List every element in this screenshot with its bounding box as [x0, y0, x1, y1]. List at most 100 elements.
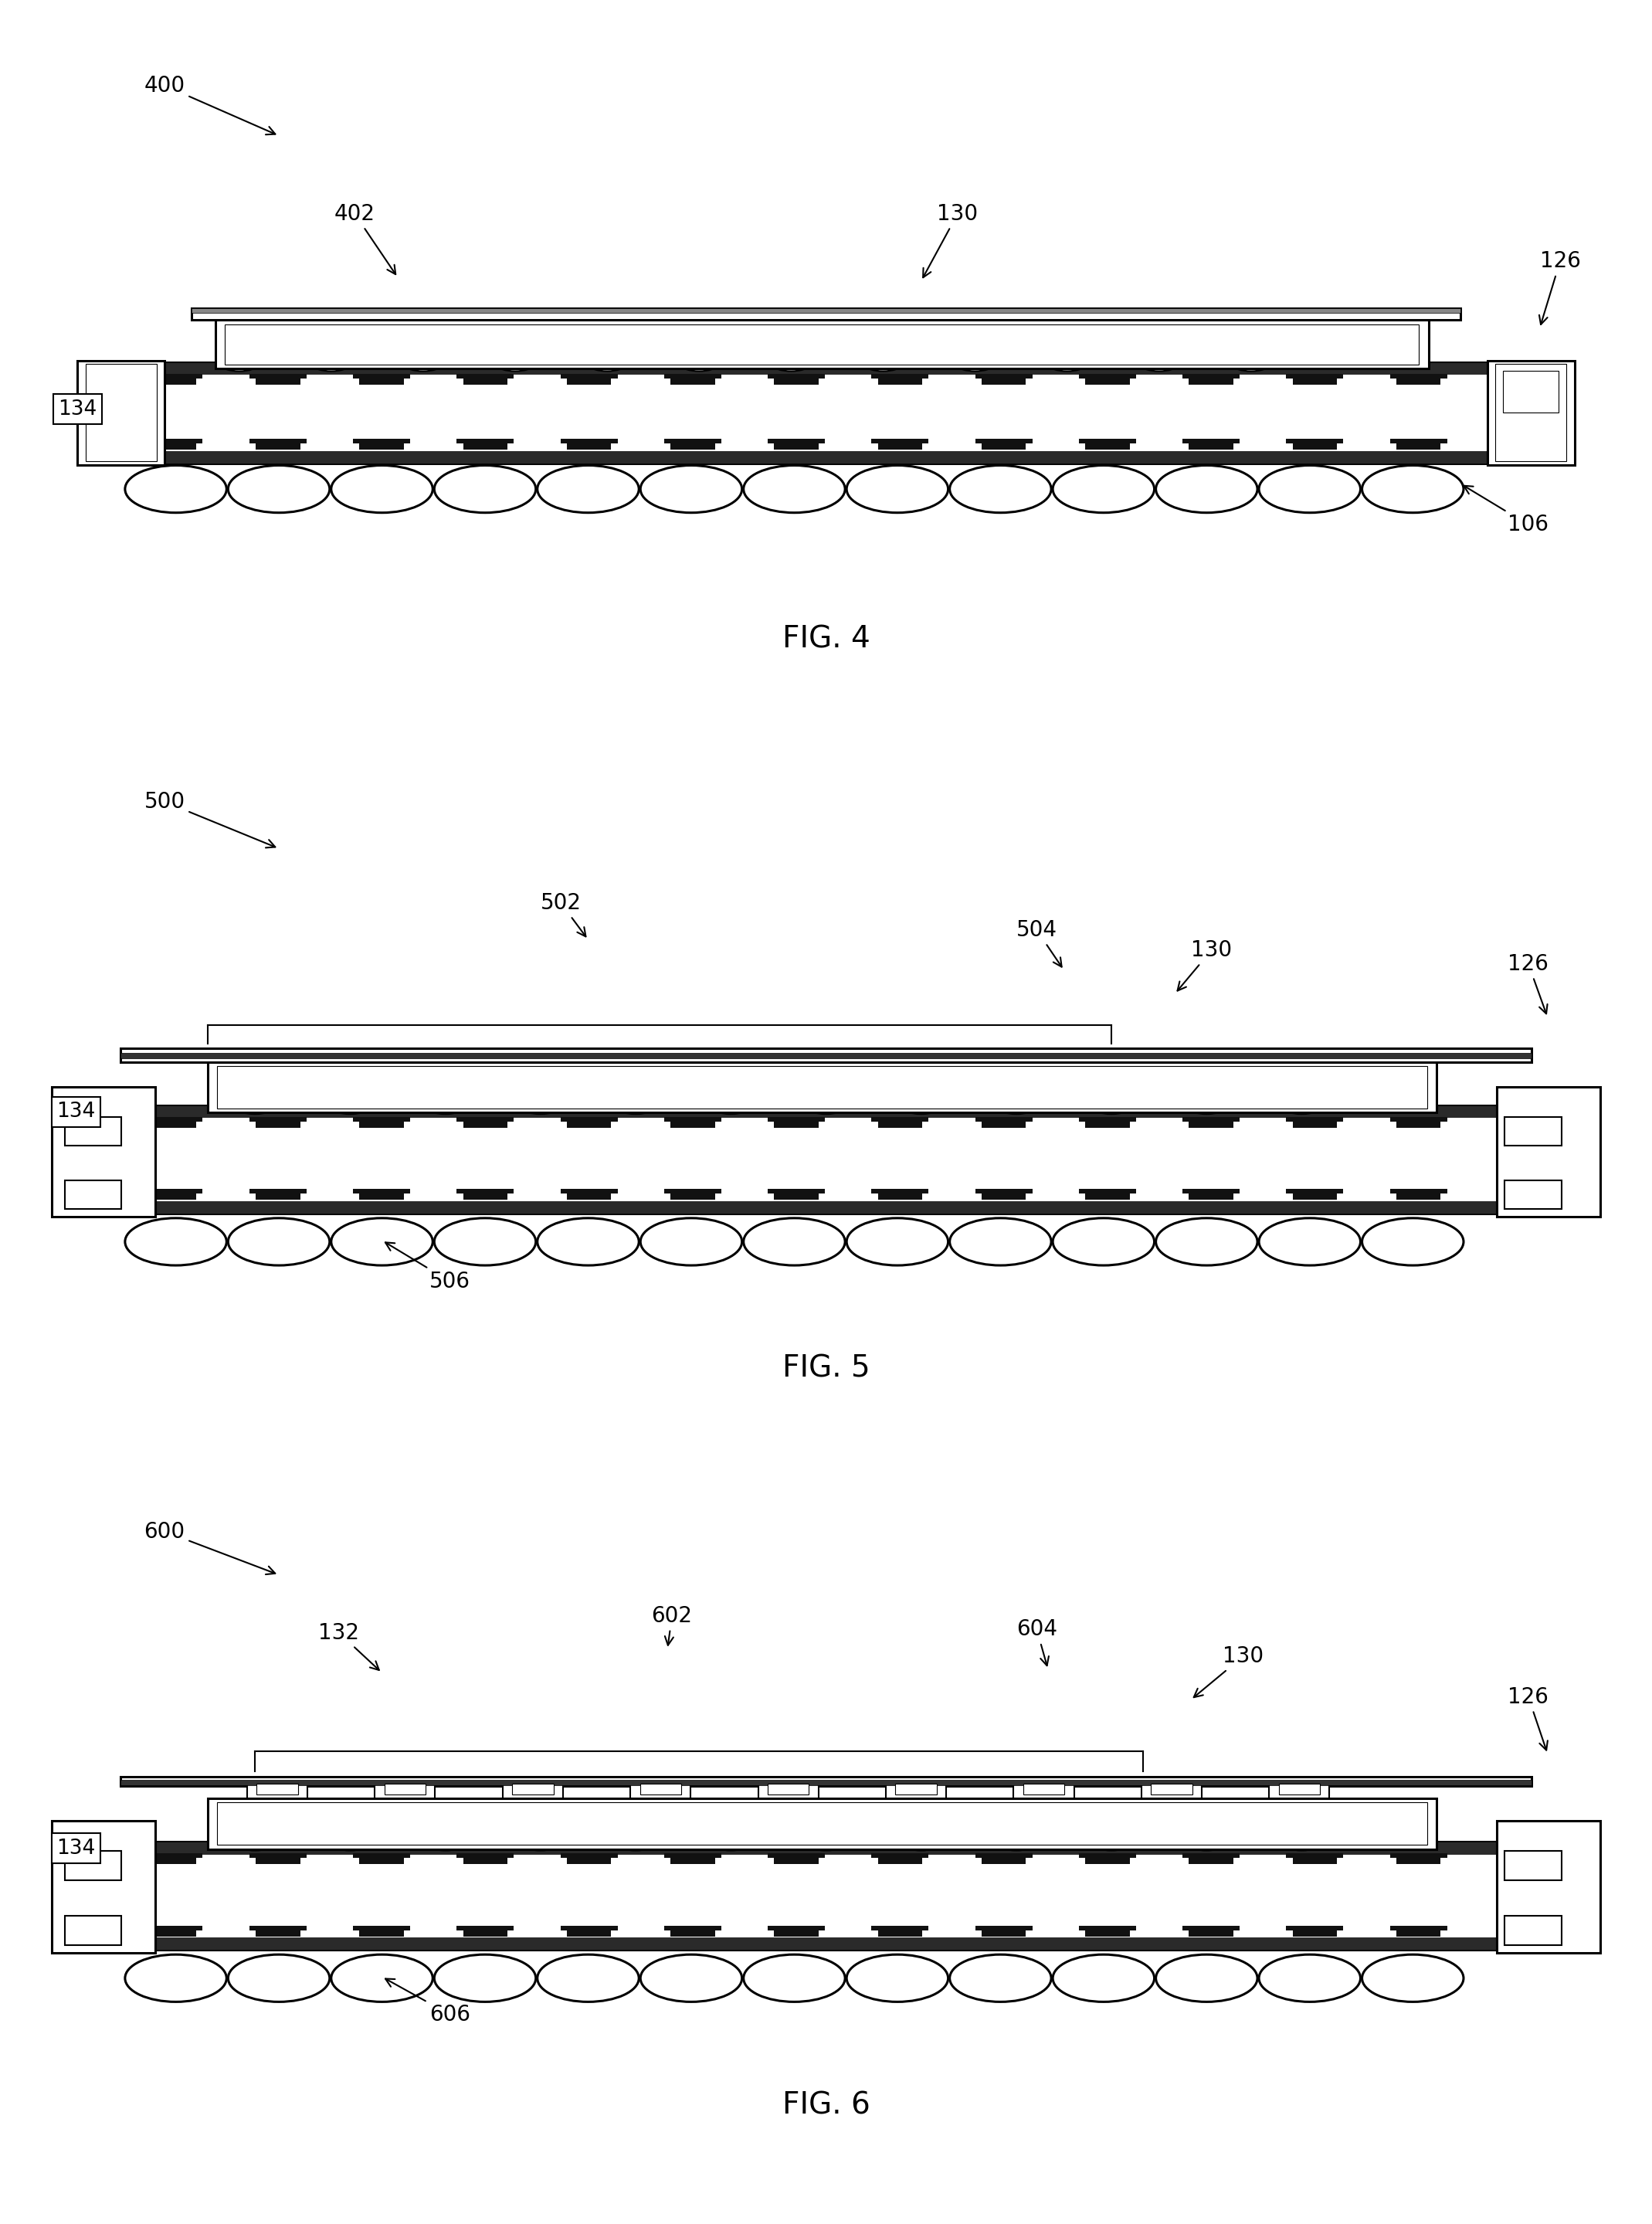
- Bar: [1085, 1855, 1130, 1864]
- Bar: [1292, 440, 1336, 449]
- Bar: [78, 360, 165, 465]
- Bar: [1292, 1192, 1336, 1199]
- Bar: [145, 438, 203, 445]
- Bar: [664, 1853, 722, 1857]
- Ellipse shape: [497, 360, 532, 371]
- Bar: [112, 1105, 1540, 1116]
- Bar: [152, 440, 197, 449]
- Ellipse shape: [641, 1219, 742, 1265]
- Bar: [145, 374, 203, 378]
- Text: 132: 132: [319, 1621, 378, 1670]
- Bar: [567, 1855, 611, 1864]
- Bar: [877, 1928, 922, 1937]
- Bar: [560, 1853, 618, 1857]
- Ellipse shape: [236, 1839, 273, 1850]
- Bar: [1292, 376, 1336, 385]
- Bar: [354, 374, 410, 378]
- Ellipse shape: [1259, 465, 1361, 514]
- Bar: [671, 1119, 715, 1128]
- Bar: [560, 1190, 618, 1194]
- Bar: [1079, 438, 1137, 445]
- Bar: [1189, 1192, 1234, 1199]
- Bar: [1287, 1926, 1343, 1930]
- Bar: [512, 1784, 553, 1795]
- Bar: [354, 1853, 410, 1857]
- Text: 606: 606: [385, 1979, 471, 2026]
- Ellipse shape: [998, 1101, 1034, 1114]
- Ellipse shape: [950, 465, 1051, 514]
- Ellipse shape: [434, 465, 535, 514]
- Ellipse shape: [950, 1955, 1051, 2002]
- Bar: [1505, 1915, 1561, 1946]
- Bar: [1287, 1853, 1343, 1857]
- Bar: [208, 1799, 1437, 1848]
- Ellipse shape: [618, 1839, 654, 1850]
- Bar: [360, 1855, 403, 1864]
- Bar: [249, 1190, 306, 1194]
- Bar: [1389, 1190, 1447, 1194]
- Bar: [121, 1048, 1531, 1063]
- Bar: [502, 1784, 563, 1799]
- Bar: [1269, 1784, 1330, 1799]
- Ellipse shape: [236, 1101, 273, 1114]
- Bar: [1389, 438, 1447, 445]
- Bar: [775, 1855, 818, 1864]
- Bar: [145, 1853, 203, 1857]
- Bar: [664, 1926, 722, 1930]
- Ellipse shape: [522, 1839, 558, 1850]
- Text: 506: 506: [385, 1243, 471, 1292]
- Bar: [1183, 374, 1239, 378]
- Bar: [112, 363, 1540, 463]
- Bar: [256, 1192, 301, 1199]
- Bar: [121, 1052, 1531, 1059]
- Bar: [463, 1192, 507, 1199]
- Bar: [981, 1928, 1026, 1937]
- Ellipse shape: [1052, 1219, 1155, 1265]
- Ellipse shape: [950, 1219, 1051, 1265]
- Bar: [249, 1926, 306, 1930]
- Bar: [664, 1116, 722, 1121]
- Bar: [775, 440, 818, 449]
- Ellipse shape: [221, 360, 256, 371]
- Bar: [152, 1855, 197, 1864]
- Bar: [981, 376, 1026, 385]
- Bar: [560, 374, 618, 378]
- Bar: [64, 1915, 122, 1946]
- Bar: [1505, 1181, 1561, 1208]
- Bar: [768, 1190, 824, 1194]
- Bar: [872, 1190, 928, 1194]
- Ellipse shape: [743, 1219, 846, 1265]
- Ellipse shape: [537, 1955, 639, 2002]
- Bar: [872, 374, 928, 378]
- Text: 106: 106: [1464, 485, 1550, 536]
- Ellipse shape: [904, 1839, 940, 1850]
- Text: 134: 134: [58, 400, 97, 420]
- Bar: [360, 376, 403, 385]
- Bar: [1085, 376, 1130, 385]
- Bar: [152, 1119, 197, 1128]
- Ellipse shape: [228, 1219, 330, 1265]
- Bar: [664, 438, 722, 445]
- Bar: [1183, 1116, 1239, 1121]
- Bar: [152, 1192, 197, 1199]
- Ellipse shape: [998, 1839, 1034, 1850]
- Bar: [1287, 374, 1343, 378]
- Ellipse shape: [332, 1839, 368, 1850]
- Ellipse shape: [330, 465, 433, 514]
- Bar: [1189, 1928, 1234, 1937]
- Ellipse shape: [846, 1955, 948, 2002]
- Bar: [1189, 376, 1234, 385]
- Bar: [671, 1192, 715, 1199]
- Bar: [1292, 1928, 1336, 1937]
- Bar: [1085, 440, 1130, 449]
- Bar: [1014, 1784, 1074, 1799]
- Text: 130: 130: [1194, 1646, 1264, 1697]
- Ellipse shape: [434, 1219, 535, 1265]
- Bar: [249, 1853, 306, 1857]
- Bar: [456, 438, 514, 445]
- Bar: [877, 376, 922, 385]
- Bar: [1396, 1192, 1441, 1199]
- Bar: [1079, 1116, 1137, 1121]
- Text: FIG. 4: FIG. 4: [781, 625, 871, 654]
- Text: 500: 500: [144, 792, 276, 847]
